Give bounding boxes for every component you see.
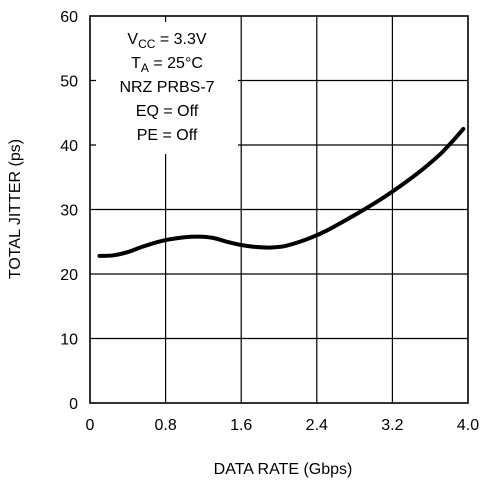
- x-tick-label: 0.8: [154, 417, 176, 434]
- y-tick-label: 0: [69, 396, 78, 413]
- y-tick-label: 40: [60, 138, 78, 155]
- plot-frame: [89, 15, 469, 404]
- x-tick-label: 4.0: [457, 417, 479, 434]
- series-line: [97, 126, 466, 258]
- y-tick-label: 60: [60, 9, 78, 26]
- y-tick-label: 20: [60, 267, 78, 284]
- y-tick-labels: 0 10 20 30 40 50 60: [60, 9, 78, 413]
- annotation-line: NRZ PRBS-7: [119, 79, 214, 96]
- x-tick-labels: 0 0.8 1.6 2.4 3.2 4.0: [86, 417, 480, 434]
- x-tick-label: 3.2: [381, 417, 403, 434]
- annotation-line: TA = 25°C: [131, 55, 203, 75]
- grid-lines: [90, 16, 468, 403]
- plot-border: [89, 15, 469, 404]
- legend-box: [96, 22, 238, 154]
- x-tick-label: 1.6: [230, 417, 252, 434]
- annotations: VCC = 3.3V TA = 25°C NRZ PRBS-7 EQ = Off PE …: [119, 31, 214, 144]
- annotation-background: [96, 22, 238, 154]
- x-tick-label: 2.4: [306, 417, 328, 434]
- annotation-line: EQ = Off: [136, 103, 199, 120]
- y-tick-label: 10: [60, 332, 78, 349]
- y-tick-label: 30: [60, 203, 78, 220]
- annotation-line: VCC = 3.3V: [127, 31, 206, 51]
- y-tick-label: 50: [60, 74, 78, 91]
- series-lines: [97, 126, 466, 258]
- x-tick-label: 0: [86, 417, 95, 434]
- annotation-line: PE = Off: [137, 127, 198, 144]
- y-axis-label: TOTAL JITTER (ps): [7, 139, 24, 279]
- x-axis-label: DATA RATE (Gbps): [214, 461, 353, 478]
